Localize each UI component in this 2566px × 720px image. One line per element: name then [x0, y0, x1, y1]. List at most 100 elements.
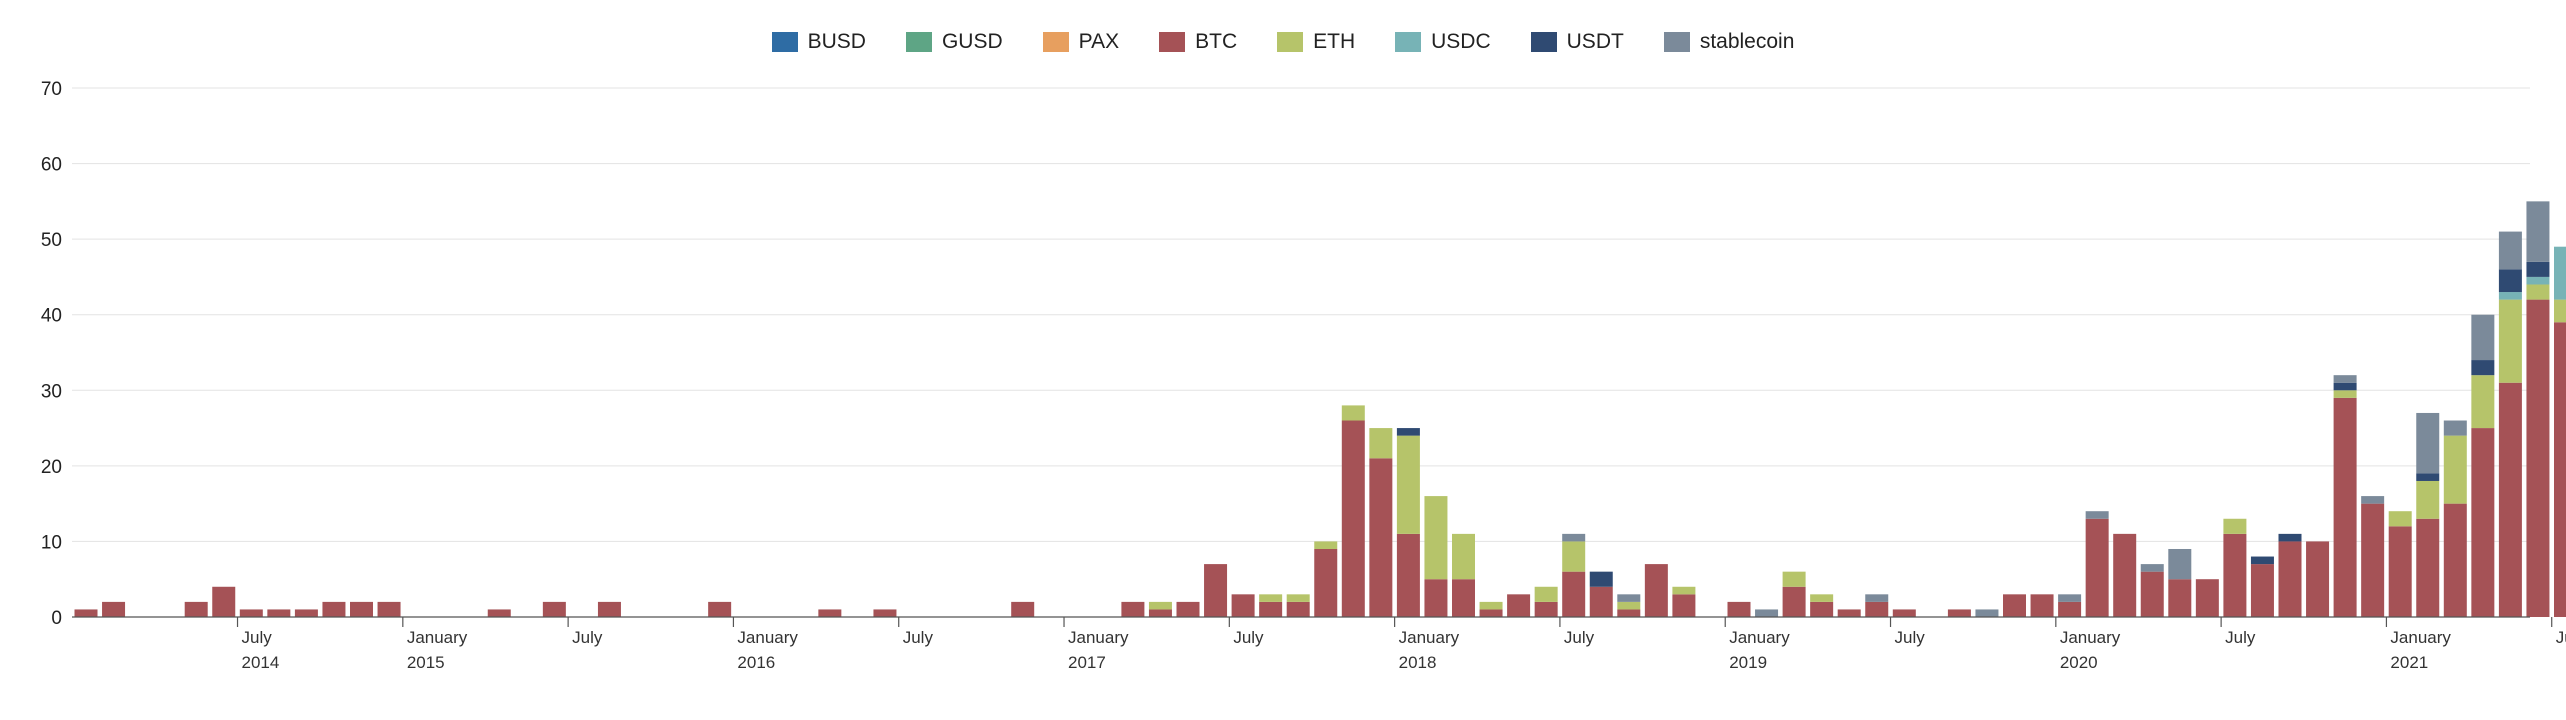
bar-segment-btc	[2003, 594, 2026, 617]
bar-segment-btc	[212, 586, 236, 617]
bar-segment-eth	[1424, 496, 1448, 580]
y-tick-label: 10	[41, 532, 62, 553]
legend-swatch	[905, 32, 932, 52]
legend-swatch	[1395, 32, 1422, 52]
bar-segment-stablecoin	[2471, 314, 2495, 361]
bar-segment-eth	[1782, 571, 1806, 587]
bar-segment-btc	[818, 609, 842, 617]
bar-segment-btc	[377, 601, 401, 617]
bar-segment-stablecoin	[2085, 511, 2109, 519]
bar-segment-btc	[1589, 586, 1613, 617]
bar-segment-btc	[184, 601, 208, 617]
legend-swatch	[771, 32, 798, 52]
bar-segment-btc	[2058, 601, 2082, 617]
bar-segment-btc	[1782, 586, 1806, 617]
legend-item-usdt[interactable]: USDT	[1530, 30, 1624, 54]
y-tick-label: 0	[51, 608, 62, 629]
legend-swatch	[1663, 32, 1690, 52]
legend-label: BUSD	[807, 30, 866, 53]
bar-segment-eth	[2333, 390, 2357, 398]
bar-segment-btc	[2250, 564, 2274, 617]
x-tick-month-label: July	[572, 628, 603, 647]
bar-segment-eth	[1148, 601, 1172, 610]
bar-segment-btc	[2030, 594, 2054, 617]
bar-segment-usdt	[2498, 269, 2522, 293]
x-tick-year-label: 2021	[2390, 653, 2428, 672]
bar-segment-btc	[2168, 579, 2192, 617]
legend-item-usdc[interactable]: USDC	[1395, 30, 1491, 54]
x-tick-month-label: January	[737, 628, 798, 647]
legend-item-busd[interactable]: BUSD	[771, 30, 866, 54]
bar-segment-stablecoin	[2333, 375, 2357, 383]
bar-segment-btc	[2388, 526, 2412, 617]
bar-segment-eth	[1314, 541, 1338, 549]
legend-item-eth[interactable]: ETH	[1277, 30, 1355, 54]
bar-segment-usdc	[2526, 276, 2550, 285]
bar-segment-usdc	[2498, 292, 2522, 300]
bar-segment-eth	[1672, 586, 1696, 595]
bar-segment-btc	[1534, 601, 1558, 617]
legend-item-stablecoin[interactable]: stablecoin	[1663, 30, 1794, 54]
chart-legend: BUSD GUSD PAX BTC ETH USDC USDT stablecoin	[0, 30, 2566, 54]
bar-segment-btc	[74, 609, 98, 617]
bar-segment-stablecoin	[2443, 420, 2467, 436]
bar-segment-btc	[2113, 533, 2137, 617]
bar-segment-btc	[1727, 601, 1751, 617]
bar-segment-stablecoin	[2361, 496, 2385, 504]
legend-item-btc[interactable]: BTC	[1159, 30, 1237, 54]
bar-segment-stablecoin	[2498, 231, 2522, 270]
bar-segment-eth	[2554, 299, 2566, 323]
bar-segment-usdt	[2526, 261, 2550, 277]
bar-segment-btc	[2140, 571, 2164, 617]
bar-segment-stablecoin	[1562, 533, 1586, 542]
bar-segment-eth	[1259, 594, 1283, 602]
legend-swatch	[1277, 32, 1304, 52]
bar-segment-btc	[2085, 518, 2109, 617]
x-tick-year-label: 2017	[1068, 653, 1106, 672]
legend-label: USDT	[1566, 30, 1624, 53]
bar-segment-btc	[1314, 548, 1338, 617]
bar-segment-btc	[1452, 579, 1475, 617]
x-tick-month-label: January	[2060, 628, 2121, 647]
bar-segment-btc	[487, 609, 511, 617]
x-tick-year-label: 2014	[242, 653, 280, 672]
bar-segment-btc	[1892, 609, 1916, 617]
x-tick-year-label: 2018	[1399, 653, 1437, 672]
legend-label: USDC	[1431, 30, 1491, 53]
x-tick-month-label: July	[242, 628, 273, 647]
bar-segment-eth	[1369, 428, 1393, 459]
bar-segment-eth	[1479, 601, 1503, 610]
y-tick-label: 60	[41, 155, 62, 176]
bar-segment-btc	[708, 601, 732, 617]
x-tick-year-label: 2015	[407, 653, 445, 672]
bar-segment-stablecoin	[1755, 609, 1779, 617]
legend-label: ETH	[1313, 30, 1356, 53]
legend-item-pax[interactable]: PAX	[1042, 30, 1119, 54]
bar-segment-btc	[2526, 299, 2550, 617]
bar-segment-btc	[239, 609, 263, 617]
bar-segment-eth	[2223, 518, 2247, 534]
legend-item-gusd[interactable]: GUSD	[905, 30, 1003, 54]
bar-segment-stablecoin	[2416, 412, 2440, 474]
bar-segment-btc	[102, 601, 126, 617]
x-tick-year-label: 2019	[1729, 653, 1767, 672]
bar-segment-eth	[2443, 435, 2467, 504]
legend-swatch	[1042, 32, 1069, 52]
bar-segment-btc	[267, 609, 291, 617]
bar-segment-btc	[1837, 609, 1861, 617]
bar-segment-btc	[1011, 601, 1035, 617]
x-tick-month-label: July	[1895, 628, 1926, 647]
bar-segment-stablecoin	[2058, 594, 2082, 602]
bar-segment-btc	[2333, 397, 2357, 617]
legend-swatch	[1530, 32, 1557, 52]
x-tick-year-label: 2020	[2060, 653, 2098, 672]
bar-segment-btc	[1865, 601, 1889, 617]
bar-segment-eth	[2471, 375, 2495, 429]
y-tick-label: 20	[41, 457, 62, 478]
x-tick-month-label: July	[1233, 628, 1264, 647]
x-tick-month-label: January	[1399, 628, 1460, 647]
bar-segment-usdt	[1396, 428, 1420, 436]
bar-segment-eth	[1396, 435, 1420, 534]
bar-segment-eth	[2388, 511, 2412, 527]
bar-segment-usdc	[2554, 246, 2566, 300]
